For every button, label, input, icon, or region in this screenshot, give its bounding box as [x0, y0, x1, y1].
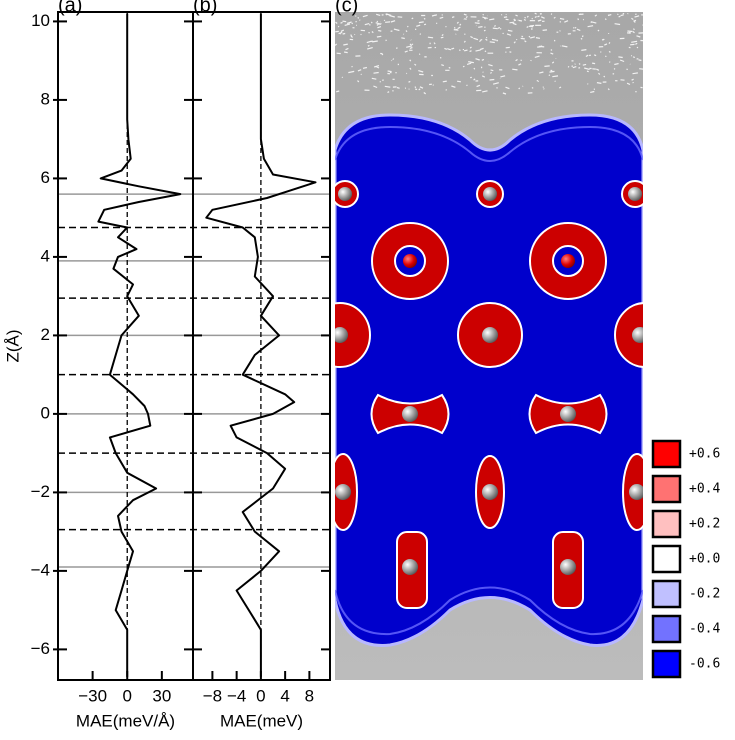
colorbar-swatch [651, 439, 682, 469]
y-axis-label: Z(Å) [3, 329, 22, 362]
colorbar-label: -0.2 [689, 587, 720, 602]
x-tick-label: 0 [122, 686, 131, 705]
panel-label: (a) [58, 0, 82, 16]
panel-label: (c) [335, 0, 358, 16]
y-tick-label: −4 [31, 560, 50, 579]
x-tick-label: 8 [305, 686, 314, 705]
x-tick-label: −4 [227, 686, 246, 705]
y-tick-label: 2 [41, 325, 50, 344]
y-tick-label: −6 [31, 639, 50, 658]
x-axis-label: MAE(meV/Å) [76, 711, 175, 730]
colorbar-swatch [651, 579, 682, 609]
colorbar-swatch [651, 509, 682, 539]
y-tick-label: 4 [41, 246, 50, 265]
x-tick-label: 0 [256, 686, 265, 705]
colorbar-label: -0.4 [689, 622, 720, 637]
colorbar-label: +0.6 [689, 447, 720, 462]
x-axis-label: MAE(meV) [220, 711, 303, 730]
y-tick-label: 8 [41, 89, 50, 108]
colorbar-label: -0.6 [689, 657, 720, 672]
colorbar-label: +0.4 [689, 482, 720, 497]
charge-map [335, 12, 643, 680]
colorbar-label: +0.0 [689, 552, 720, 567]
texture-stroke [335, 12, 643, 95]
mae-curve [97, 13, 182, 677]
y-tick-label: −2 [31, 482, 50, 501]
colorbar-label: +0.2 [689, 517, 720, 532]
x-tick-label: 4 [280, 686, 289, 705]
atoms [335, 187, 643, 575]
y-tick-label: 0 [41, 403, 50, 422]
panel-label: (b) [193, 0, 217, 16]
y-tick-label: 10 [31, 11, 50, 30]
x-tick-label: −8 [203, 686, 222, 705]
colorbar-swatch [651, 474, 682, 504]
mae-curve [205, 13, 317, 677]
x-tick-label: 30 [152, 686, 171, 705]
texture [335, 12, 643, 95]
contour [335, 125, 643, 636]
y-tick-label: 6 [41, 168, 50, 187]
colorbar-swatch [651, 544, 682, 574]
colorbar-swatch [651, 649, 682, 679]
x-tick-label: −30 [78, 686, 107, 705]
colorbar-swatch [651, 614, 682, 644]
